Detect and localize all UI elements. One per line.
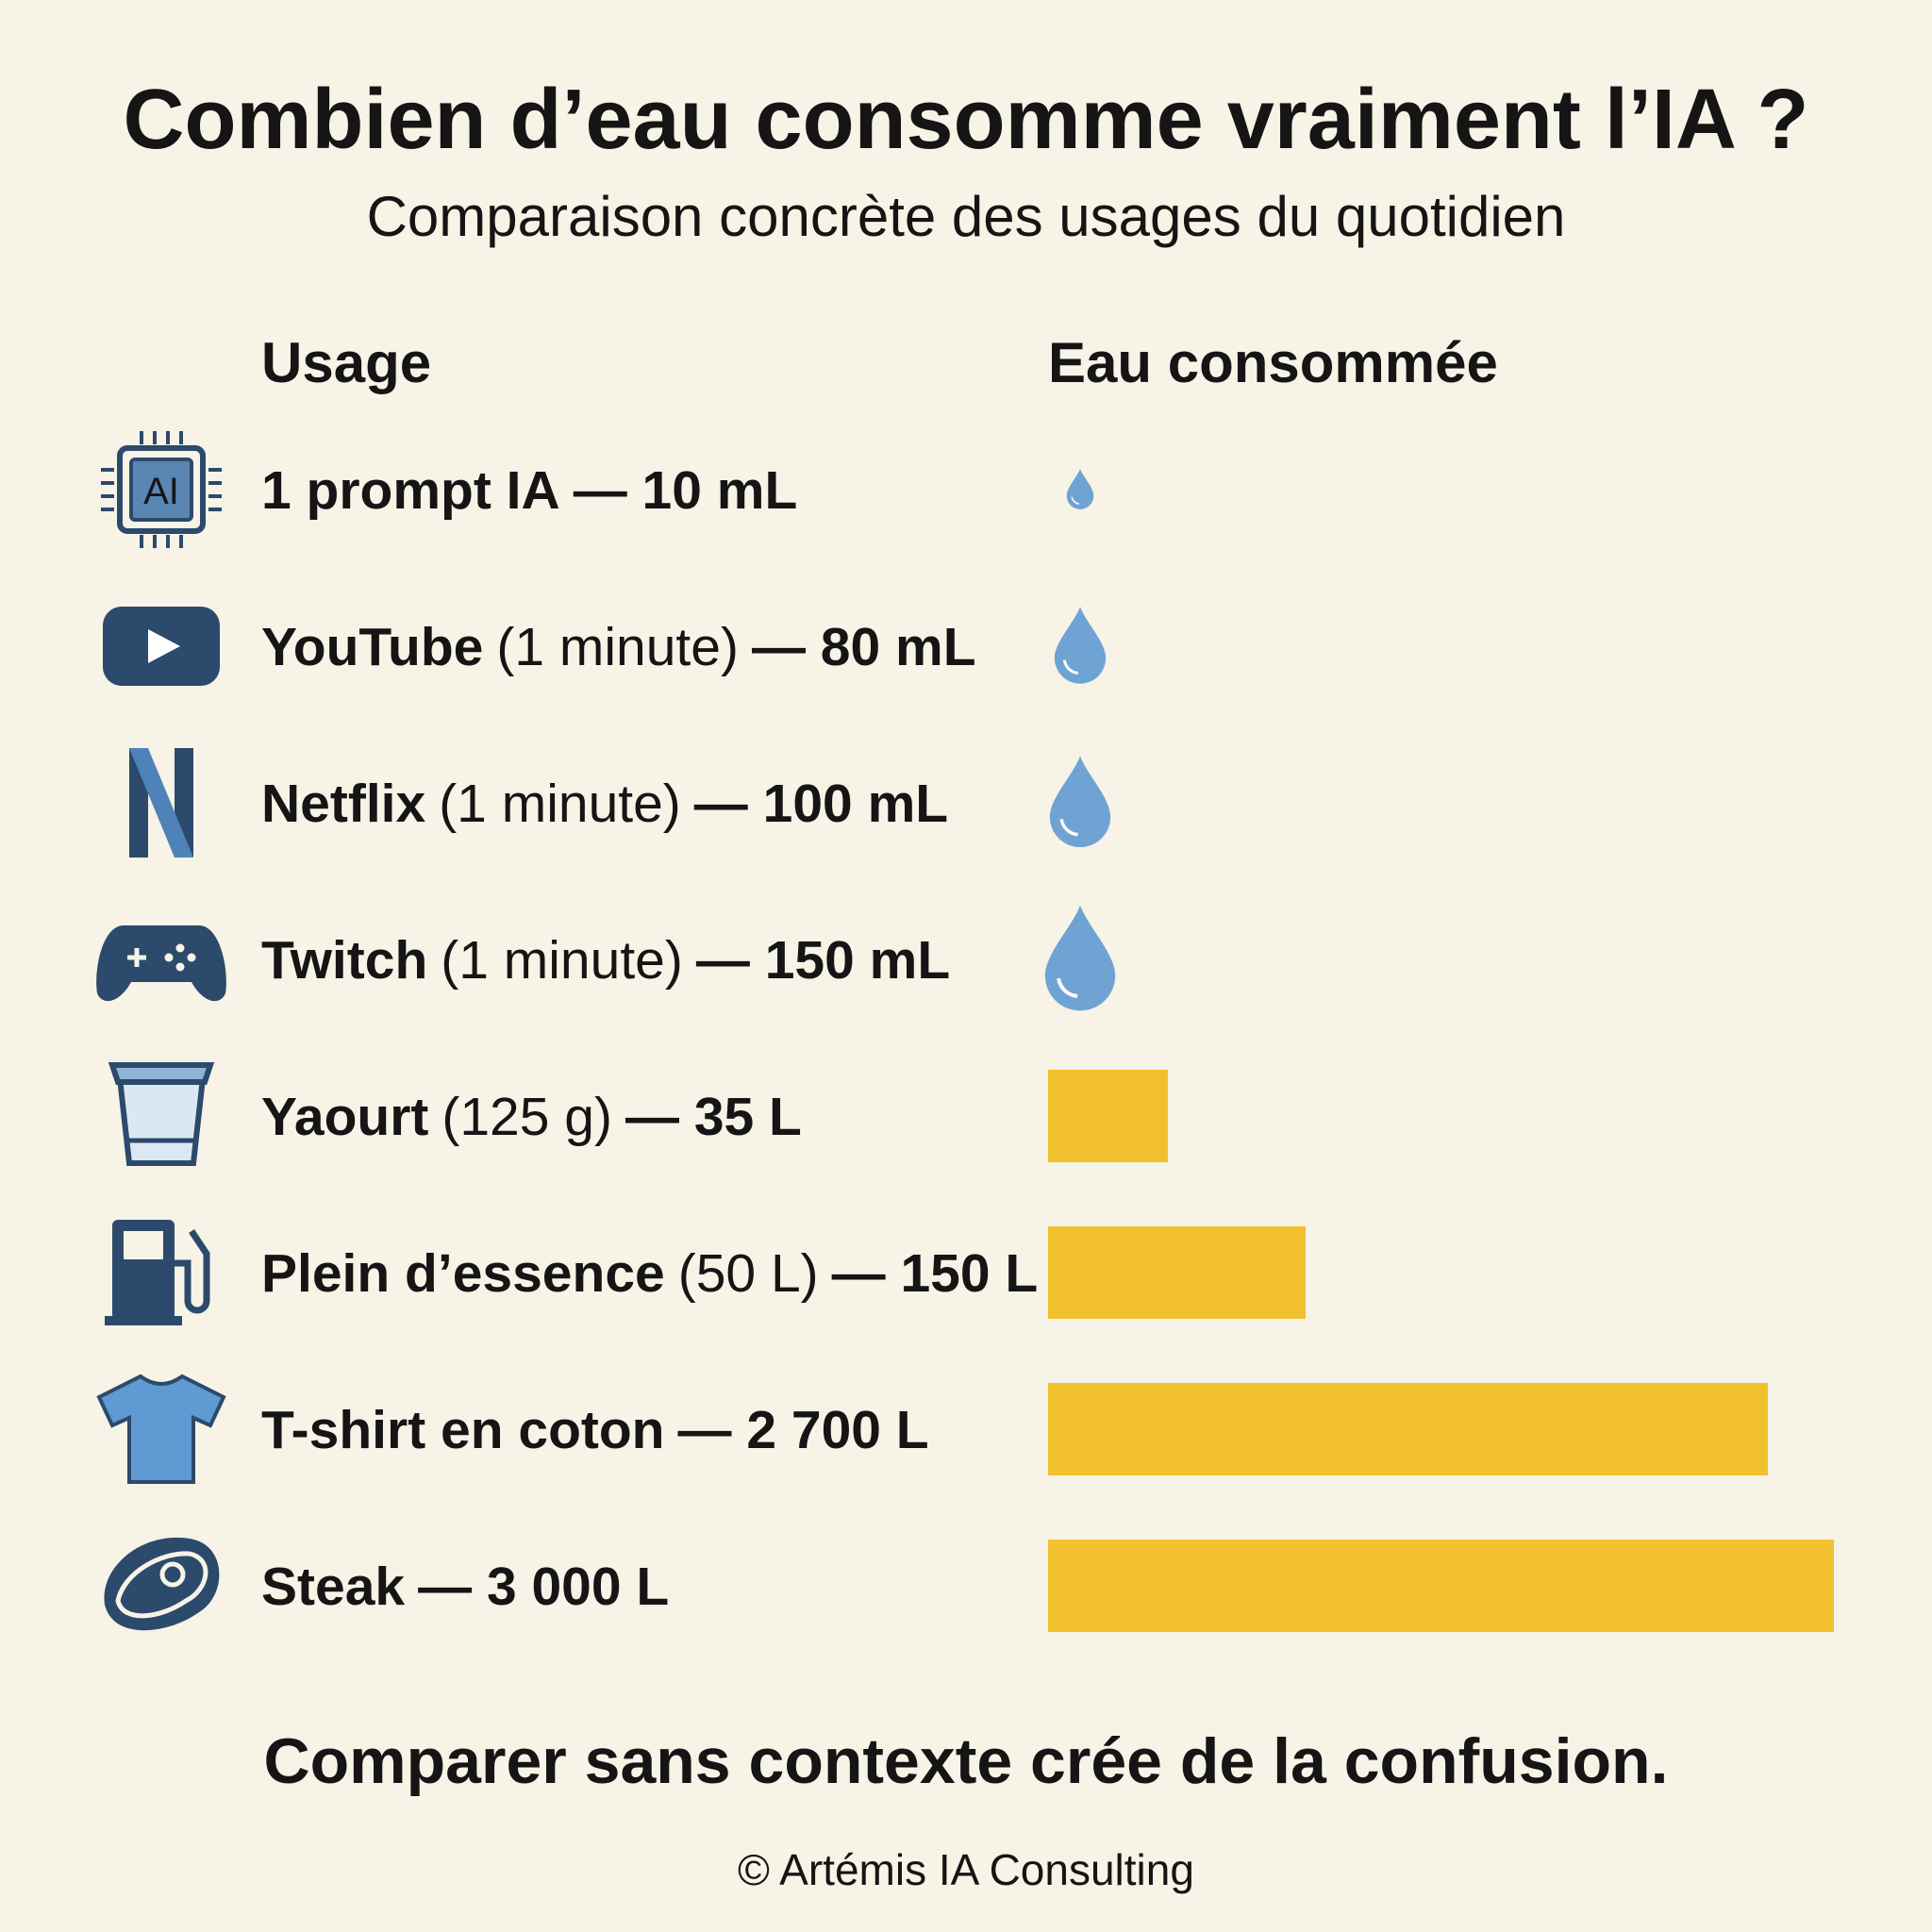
water-bar [1048,1383,1768,1475]
row-name: Steak [261,1557,405,1617]
icon [96,925,226,1002]
drop-highlight [1062,659,1079,675]
row-detail: (1 minute) [441,930,683,991]
water-bar [1048,1540,1834,1632]
icon [175,962,185,972]
row-name: YouTube [261,617,483,677]
drop-highlight [1071,496,1080,505]
row-amount: — 2 700 L [678,1400,929,1460]
water-drop [1049,756,1111,848]
row-amount: — 35 L [625,1087,802,1147]
row-name: Twitch [261,930,427,991]
row-name: Netflix [261,774,426,834]
water-drop [1054,607,1107,684]
row: Twitch (1 minute) — 150 mL [96,905,1116,1011]
icon-label: AI [143,471,179,512]
icon [108,1062,215,1085]
icon [104,1537,220,1631]
icon [129,458,193,522]
column-header: Usage [261,331,431,394]
row-amount: — 150 mL [696,930,950,991]
icon [148,629,180,663]
column-header: Eau consommée [1048,331,1498,394]
row: Steak — 3 000 L [104,1537,1834,1632]
drop-highlight [1057,977,1078,998]
icon [129,748,193,858]
row-label: Plein d’essence (50 L) — 150 L [261,1243,1038,1304]
row: Yaourt (125 g) — 35 L [108,1062,1168,1166]
row-name: T-shirt en coton [261,1400,665,1460]
row-name: 1 prompt IA [261,460,560,521]
row: Plein d’essence (50 L) — 150 L [105,1220,1306,1325]
icon [187,953,196,962]
row: T-shirt en coton — 2 700 L [96,1374,1768,1484]
icon [105,1316,182,1325]
row-amount: — 10 mL [574,460,798,521]
row-label: 1 prompt IA — 10 mL [261,460,797,521]
subtitle: Comparaison concrète des usages du quoti… [367,185,1566,248]
row-label: Yaourt (125 g) — 35 L [261,1087,802,1147]
row-detail: (125 g) [441,1087,612,1147]
icon [175,943,185,953]
water-bar [1048,1070,1168,1162]
title: Combien d’eau consomme vraiment l’IA ? [123,73,1808,167]
row-detail: (50 L) [678,1243,819,1304]
row-detail: (1 minute) [496,617,739,677]
icon [124,1231,163,1259]
icon [175,1229,210,1314]
row-amount: — 100 mL [694,774,948,834]
row-label: Steak — 3 000 L [261,1557,669,1617]
row: Netflix (1 minute) — 100 mL [129,748,1111,858]
row-amount: — 150 L [832,1243,1039,1304]
icon [127,948,146,967]
footer: Comparer sans contexte crée de la confus… [264,1725,1669,1797]
icon [164,953,174,962]
row-label: T-shirt en coton — 2 700 L [261,1400,929,1460]
row-amount: — 3 000 L [418,1557,669,1617]
water-drop [1066,469,1094,509]
row: AI 1 prompt IA — 10 mL [101,431,1094,548]
water-drop [1044,905,1116,1011]
row-name: Yaourt [261,1087,428,1147]
credit: © Artémis IA Consulting [738,1845,1194,1894]
icon [116,1075,207,1166]
row-detail: (1 minute) [439,774,681,834]
drop-highlight [1059,818,1078,837]
row-label: Netflix (1 minute) — 100 mL [261,774,948,834]
water-bar [1048,1226,1306,1319]
icon [117,445,206,534]
icon [159,1561,186,1588]
row: YouTube (1 minute) — 80 mL [103,607,1107,686]
icon [96,1374,226,1484]
row-name: Plein d’essence [261,1243,665,1304]
icon [115,1551,208,1619]
row-amount: — 80 mL [752,617,976,677]
row-label: YouTube (1 minute) — 80 mL [261,617,976,677]
row-label: Twitch (1 minute) — 150 mL [261,930,950,991]
